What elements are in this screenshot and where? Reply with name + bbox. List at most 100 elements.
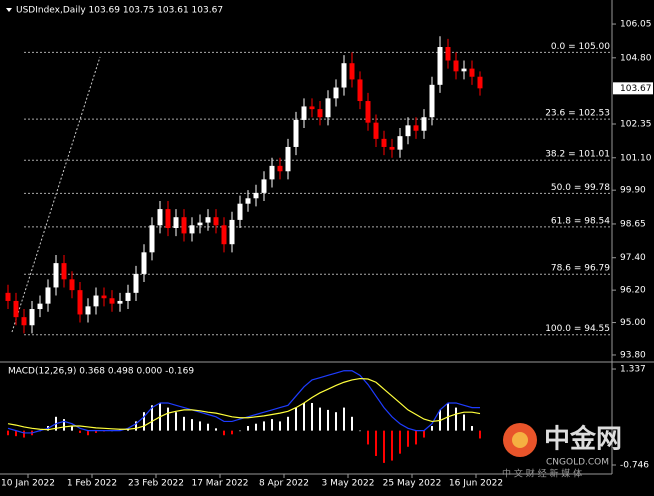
y-tick-label: 106.05 — [620, 20, 652, 30]
macd-histogram-bar — [471, 426, 473, 431]
macd-histogram-bar — [423, 430, 425, 438]
candle-body — [189, 225, 195, 234]
macd-histogram-bar — [279, 421, 281, 431]
candle-body — [373, 122, 379, 139]
macd-histogram-bar — [375, 430, 377, 456]
macd-histogram-bar — [71, 426, 73, 431]
candle-body — [117, 300, 123, 304]
macd-histogram-bar — [23, 430, 25, 438]
x-tick-label: 25 May 2022 — [383, 479, 442, 489]
candle-body — [101, 295, 107, 299]
candle-body — [205, 217, 211, 223]
candle-body — [413, 125, 419, 131]
candle-body — [253, 192, 259, 199]
watermark: 中金网 CNGOLD.COM 中 文 财 经 新 媒 体 — [502, 423, 622, 480]
candle-body — [357, 79, 363, 102]
candle-body — [301, 106, 307, 120]
candle-body — [149, 225, 155, 253]
candle-body — [45, 287, 51, 304]
macd-histogram-bar — [367, 430, 369, 445]
macd-histogram-bar — [239, 430, 241, 432]
candle-body — [477, 76, 483, 89]
macd-histogram-bar — [63, 419, 65, 431]
candle-body — [365, 101, 371, 123]
y-tick-label: 97.40 — [620, 253, 646, 263]
candle-body — [317, 109, 323, 118]
candle-body — [229, 219, 235, 245]
candle-body — [21, 317, 27, 326]
candle-body — [69, 279, 75, 291]
logo-icon-inner — [512, 432, 528, 448]
candle-body — [109, 298, 115, 304]
macd-histogram-bar — [463, 414, 465, 431]
trend-line — [11, 56, 101, 333]
x-tick-label: 8 Apr 2022 — [259, 479, 309, 489]
candle-body — [341, 63, 347, 88]
macd-histogram-bar — [15, 430, 17, 437]
x-tick-label: 1 Feb 2022 — [67, 479, 117, 489]
macd-histogram-bar — [287, 416, 289, 431]
macd-histogram-bar — [143, 412, 145, 431]
watermark-site: CNGOLD.COM — [546, 458, 609, 468]
candle-body — [85, 306, 91, 315]
candle-body — [325, 98, 331, 118]
y-tick-label: 99.90 — [620, 186, 646, 196]
macd-histogram-bar — [223, 430, 225, 436]
candle-body — [125, 292, 131, 301]
candle-body — [37, 303, 43, 310]
y-tick-label: 104.80 — [620, 53, 652, 63]
y2-tick-label: -0.746 — [620, 461, 649, 471]
y2-tick-label: 1.337 — [620, 365, 646, 375]
candle-body — [445, 47, 451, 61]
macd-histogram-bar — [95, 430, 97, 433]
y-tick-label: 95.00 — [620, 318, 646, 328]
x-tick-label: 3 May 2022 — [322, 479, 375, 489]
macd-histogram-bar — [359, 430, 361, 432]
collapse-icon — [6, 8, 12, 12]
candle-body — [293, 119, 299, 147]
price-label: 103.67 — [620, 84, 652, 94]
macd-histogram-bar — [263, 421, 265, 431]
x-tick-label: 16 Jun 2022 — [449, 479, 503, 489]
candle-body — [437, 47, 443, 85]
macd-histogram-bar — [399, 430, 401, 454]
y-tick-label: 101.10 — [620, 153, 652, 163]
candle-body — [141, 252, 147, 274]
x-tick-label: 10 Jan 2022 — [1, 479, 55, 489]
x-tick-label: 23 Feb 2022 — [128, 479, 184, 489]
watermark-slogan: 中 文 财 经 新 媒 体 — [502, 468, 582, 480]
candle-body — [285, 146, 291, 172]
macd-histogram-bar — [319, 407, 321, 431]
fib-label: 0.0 = 105.00 — [551, 42, 610, 52]
macd-histogram-bar — [7, 430, 9, 436]
macd-histogram-bar — [151, 405, 153, 431]
candle-body — [349, 63, 355, 80]
macd-histogram-bar — [199, 421, 201, 431]
candle-body — [61, 263, 67, 280]
macd-histogram-bar — [255, 423, 257, 431]
candle-body — [389, 146, 395, 150]
macd-histogram-bar — [79, 430, 81, 433]
x-tick-label: 17 Mar 2022 — [191, 479, 248, 489]
macd-histogram-bar — [175, 412, 177, 431]
macd-histogram-bar — [335, 412, 337, 431]
candle-body — [269, 165, 275, 180]
macd-histogram-bar — [311, 402, 313, 431]
candle-body — [93, 295, 99, 307]
candle-body — [333, 87, 339, 99]
candle-body — [469, 68, 475, 77]
candle-body — [77, 290, 83, 315]
candle-body — [13, 300, 19, 318]
macd-histogram-bar — [391, 430, 393, 461]
fib-label: 50.0 = 99.78 — [551, 183, 610, 193]
macd-histogram-bar — [271, 419, 273, 431]
macd-histogram-bar — [215, 428, 217, 431]
macd-histogram-bar — [455, 407, 457, 431]
macd-histogram-bar — [183, 416, 185, 431]
y-tick-label: 96.20 — [620, 286, 646, 296]
candle-body — [221, 225, 227, 245]
candle-body — [173, 217, 179, 229]
candle-body — [197, 222, 203, 226]
candle-body — [405, 125, 411, 137]
